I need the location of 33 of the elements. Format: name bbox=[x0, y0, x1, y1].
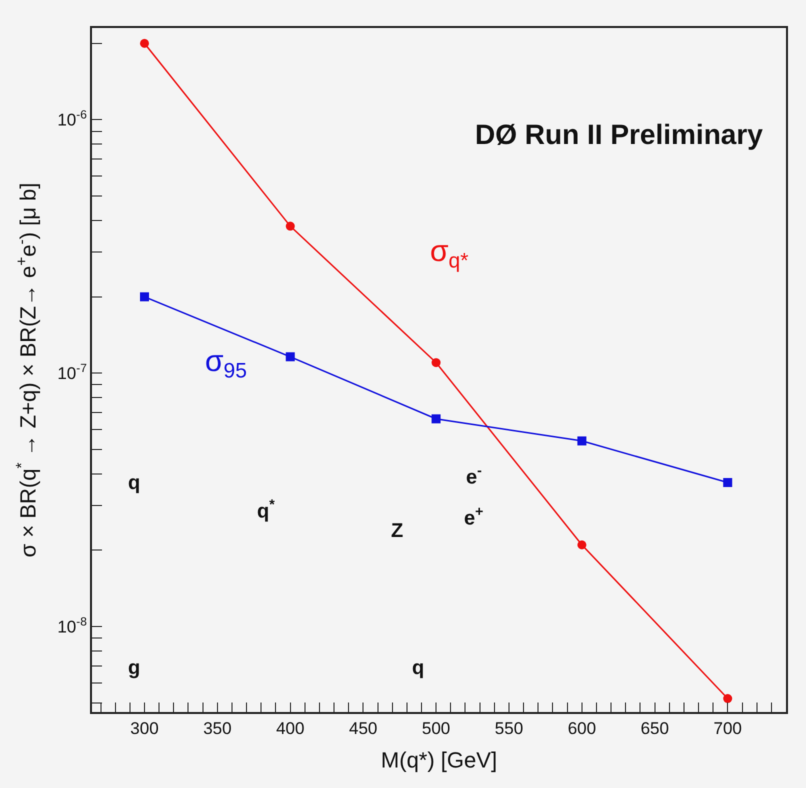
annotation: e$^{+}$ bbox=[464, 503, 484, 530]
annotation: g bbox=[128, 657, 140, 679]
text: σ$_{q*}$ bbox=[430, 235, 468, 272]
annotation: q$^{*}$ bbox=[257, 496, 276, 522]
x-tick-label: 650 bbox=[640, 719, 669, 738]
x-axis-title: M(q*) [GeV] bbox=[380, 748, 498, 773]
x-tick-label: 500 bbox=[422, 719, 450, 738]
point bbox=[286, 352, 295, 362]
x-tick-label: 600 bbox=[568, 719, 596, 738]
point bbox=[723, 694, 732, 704]
x-tick-label: 550 bbox=[494, 719, 524, 738]
x-tick-label: 700 bbox=[713, 719, 742, 738]
x-tick-label: 300 bbox=[130, 719, 159, 738]
series-label: σ$_{95}$ bbox=[205, 345, 247, 382]
x-tick-label: 350 bbox=[203, 719, 232, 738]
annotation: q bbox=[412, 657, 424, 679]
point bbox=[140, 38, 149, 48]
annotation: Z bbox=[391, 520, 404, 542]
point bbox=[140, 292, 149, 302]
y-tick-label: 10$^{-7}$ bbox=[57, 360, 88, 384]
point bbox=[723, 478, 732, 488]
point bbox=[577, 436, 586, 446]
point bbox=[577, 540, 586, 550]
point bbox=[432, 414, 441, 424]
x-tick-label: 450 bbox=[348, 719, 378, 738]
point bbox=[286, 222, 295, 231]
point bbox=[432, 358, 441, 368]
y-tick-label: 10$^{-8}$ bbox=[57, 614, 88, 636]
y-tick-label: 10$^{-6}$ bbox=[57, 107, 88, 130]
annotation: e$^{-}$ bbox=[466, 462, 482, 488]
x-tick-label: 400 bbox=[276, 719, 304, 738]
annotation: q bbox=[128, 472, 140, 494]
annotation: DØ Run II Preliminary bbox=[475, 119, 764, 150]
